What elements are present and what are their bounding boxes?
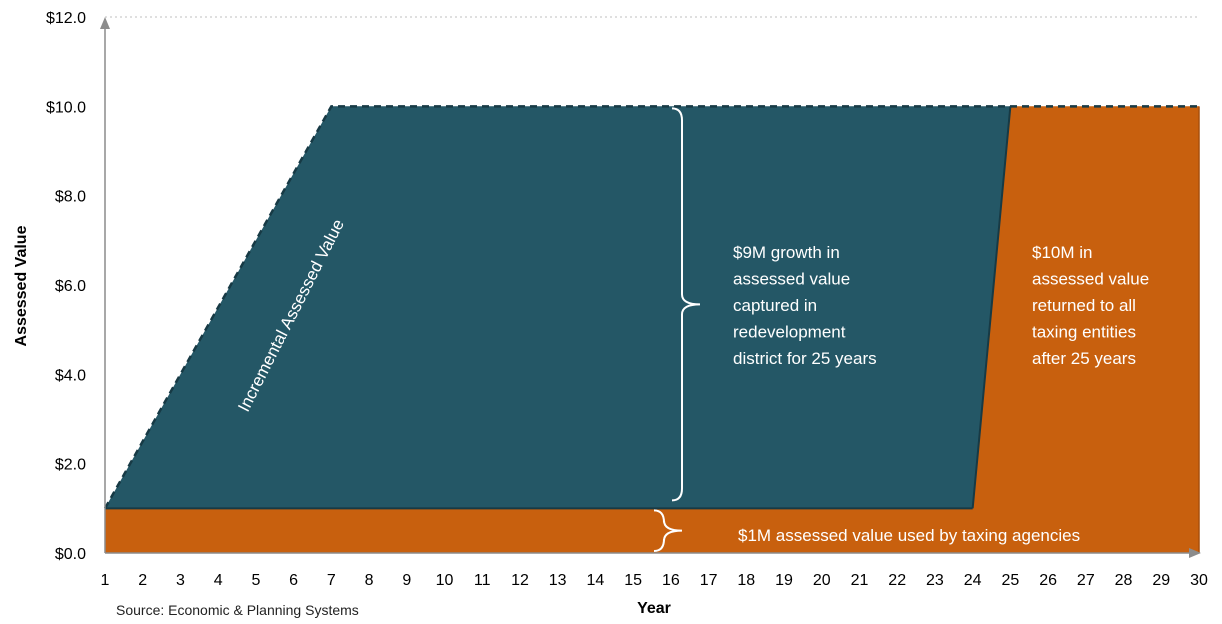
x-tick-label: 16 bbox=[662, 572, 680, 589]
x-tick-label: 24 bbox=[964, 572, 982, 589]
y-tick-labels: $0.0 $2.0 $4.0 $6.0 $8.0 $10.0 $12.0 bbox=[46, 10, 86, 563]
x-tick-label: 17 bbox=[700, 572, 718, 589]
x-tick-label: 13 bbox=[549, 572, 567, 589]
x-tick-label: 19 bbox=[775, 572, 793, 589]
y-tick-label: $8.0 bbox=[55, 189, 86, 206]
return-note-line: taxing entities bbox=[1032, 323, 1136, 342]
source-note: Source: Economic & Planning Systems bbox=[116, 602, 359, 618]
x-tick-label: 10 bbox=[436, 572, 454, 589]
base-brace bbox=[653, 509, 683, 552]
y-axis-title: Assessed Value bbox=[13, 225, 30, 346]
x-tick-label: 22 bbox=[888, 572, 906, 589]
x-tick-label: 2 bbox=[138, 572, 147, 589]
x-tick-label: 29 bbox=[1152, 572, 1170, 589]
x-tick-label: 27 bbox=[1077, 572, 1095, 589]
capture-note-line: redevelopment bbox=[733, 323, 846, 342]
capture-note-line: captured in bbox=[733, 296, 817, 315]
x-tick-label: 20 bbox=[813, 572, 831, 589]
x-tick-label: 6 bbox=[289, 572, 298, 589]
x-tick-labels: 1 2 3 4 5 6 7 8 9 10 11 12 13 14 15 16 17 18 19 20 21 22 23 24 2… bbox=[101, 572, 1208, 589]
capture-note-line: district for 25 years bbox=[733, 349, 877, 368]
x-tick-label: 7 bbox=[327, 572, 336, 589]
x-tick-label: 14 bbox=[587, 572, 605, 589]
y-tick-label: $6.0 bbox=[55, 278, 86, 295]
capture-note: $9M growth in assessed value captured in re… bbox=[733, 243, 877, 368]
return-note: $10M in assessed value returned to all taxi… bbox=[1032, 243, 1149, 368]
return-note-line: returned to all bbox=[1032, 296, 1136, 315]
x-tick-label: 1 bbox=[101, 572, 110, 589]
increment-right-edge bbox=[971, 106, 1012, 509]
x-tick-label: 25 bbox=[1001, 572, 1019, 589]
x-tick-label: 12 bbox=[511, 572, 529, 589]
x-tick-label: 4 bbox=[214, 572, 223, 589]
growth-brace bbox=[671, 107, 701, 502]
x-tick-label: 9 bbox=[402, 572, 411, 589]
x-tick-label: 26 bbox=[1039, 572, 1057, 589]
return-note-line: $10M in bbox=[1032, 243, 1092, 262]
x-tick-label: 5 bbox=[251, 572, 260, 589]
braces bbox=[653, 107, 701, 552]
y-tick-label: $0.0 bbox=[55, 546, 86, 563]
y-tick-label: $2.0 bbox=[55, 457, 86, 474]
x-tick-label: 11 bbox=[474, 572, 491, 589]
x-tick-label: 21 bbox=[851, 572, 869, 589]
y-tick-label: $4.0 bbox=[55, 367, 86, 384]
increment-dashed-outline bbox=[103, 105, 1199, 509]
return-note-line: assessed value bbox=[1032, 270, 1149, 289]
return-note-line: after 25 years bbox=[1032, 349, 1136, 368]
x-tick-label: 8 bbox=[365, 572, 374, 589]
x-tick-label: 3 bbox=[176, 572, 185, 589]
x-tick-label: 15 bbox=[624, 572, 642, 589]
incremental-value-area bbox=[105, 106, 1011, 509]
x-axis-arrow bbox=[1189, 548, 1201, 558]
capture-note-line: assessed value bbox=[733, 270, 850, 289]
x-tick-label: 18 bbox=[737, 572, 755, 589]
x-tick-label: 30 bbox=[1190, 572, 1208, 589]
y-tick-label: $12.0 bbox=[46, 10, 86, 27]
axes bbox=[100, 17, 1201, 558]
x-tick-label: 28 bbox=[1115, 572, 1133, 589]
y-axis-arrow bbox=[100, 17, 110, 29]
area-series bbox=[103, 105, 1200, 554]
x-axis-title: Year bbox=[637, 600, 671, 617]
x-tick-label: 23 bbox=[926, 572, 944, 589]
capture-note-line: $9M growth in bbox=[733, 243, 840, 262]
y-tick-label: $10.0 bbox=[46, 99, 86, 116]
base-note: $1M assessed value used by taxing agenci… bbox=[738, 526, 1080, 545]
